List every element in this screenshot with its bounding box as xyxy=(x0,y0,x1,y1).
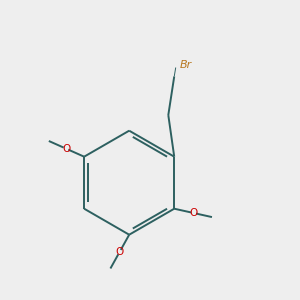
Text: O: O xyxy=(62,144,70,154)
Text: Br: Br xyxy=(180,59,192,70)
Text: O: O xyxy=(116,247,124,256)
Text: O: O xyxy=(189,208,197,218)
